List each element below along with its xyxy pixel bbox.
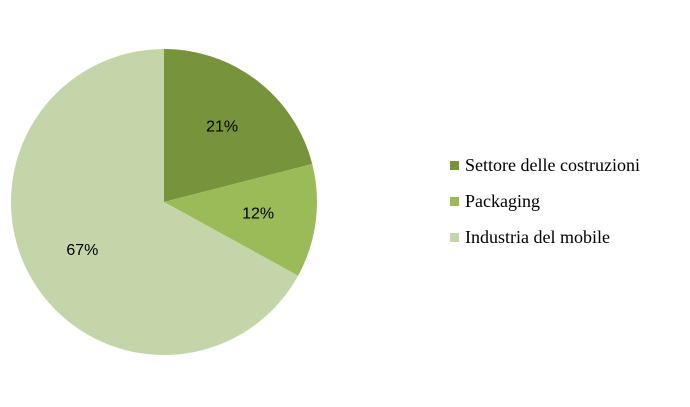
legend-item-settore-delle-costruzioni: Settore delle costruzioni [450,154,640,175]
pie-slices [10,49,317,355]
legend-label: Settore delle costruzioni [465,154,640,175]
pie-slice-packaging [164,163,317,276]
data-label-industria-del-mobile: 67% [66,242,98,259]
pie-data-labels: 21% 12% 67% [66,119,274,259]
legend-label: Packaging [465,190,540,211]
legend-item-packaging: Packaging [450,190,640,211]
legend-swatch [450,196,459,206]
legend-swatch [450,232,459,242]
legend-label: Industria del mobile [465,226,610,247]
legend: Settore delle costruzioni Packaging Indu… [450,154,640,264]
pie-slice-industria-del-mobile [10,49,299,355]
data-label-packaging: 12% [242,205,274,222]
legend-item-industria-del-mobile: Industria del mobile [450,226,640,247]
legend-swatch [450,160,459,170]
pie-slice-settore-delle-costruzioni [164,49,313,202]
data-label-settore-delle-costruzioni: 21% [206,119,238,136]
